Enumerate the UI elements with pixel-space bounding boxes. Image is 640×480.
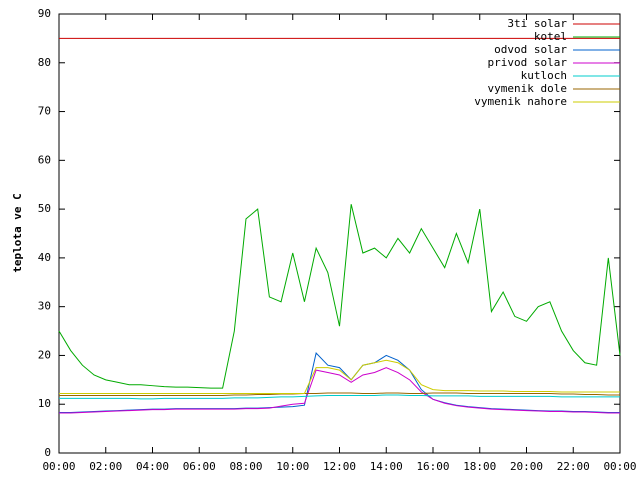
x-tick-label: 20:00: [510, 460, 543, 473]
y-tick-label: 0: [44, 446, 51, 459]
y-tick-label: 70: [38, 105, 51, 118]
series-line: [59, 394, 620, 400]
x-tick-label: 00:00: [42, 460, 75, 473]
legend-label: odvod solar: [494, 43, 567, 56]
series-line: [59, 392, 620, 396]
y-tick-label: 50: [38, 202, 51, 215]
series-line: [59, 367, 620, 414]
x-tick-label: 04:00: [136, 460, 169, 473]
y-tick-label: 90: [38, 7, 51, 20]
legend-label: 3ti solar: [507, 17, 567, 30]
legend-label: privod solar: [488, 56, 568, 69]
x-tick-label: 02:00: [89, 460, 122, 473]
series-line: [58, 204, 621, 389]
y-tick-label: 60: [38, 153, 51, 166]
legend-label: vymenik nahore: [474, 95, 567, 108]
x-tick-label: 14:00: [370, 460, 403, 473]
x-tick-label: 12:00: [323, 460, 356, 473]
legend-label: kotel: [534, 30, 567, 43]
x-tick-label: 16:00: [416, 460, 449, 473]
legend-label: vymenik dole: [488, 82, 567, 95]
x-tick-label: 22:00: [557, 460, 590, 473]
x-tick-label: 18:00: [463, 460, 496, 473]
y-tick-label: 30: [38, 300, 51, 313]
series-line: [59, 359, 620, 394]
y-tick-label: 10: [38, 397, 51, 410]
x-tick-label: 00:00: [603, 460, 636, 473]
x-tick-label: 10:00: [276, 460, 309, 473]
y-tick-label: 20: [38, 348, 51, 361]
legend-label: kutloch: [521, 69, 567, 82]
y-tick-label: 40: [38, 251, 51, 264]
y-axis-label: teplota ve C: [11, 193, 24, 272]
x-tick-label: 08:00: [229, 460, 262, 473]
series-line: [59, 351, 620, 414]
y-tick-label: 80: [38, 56, 51, 69]
x-tick-label: 06:00: [183, 460, 216, 473]
